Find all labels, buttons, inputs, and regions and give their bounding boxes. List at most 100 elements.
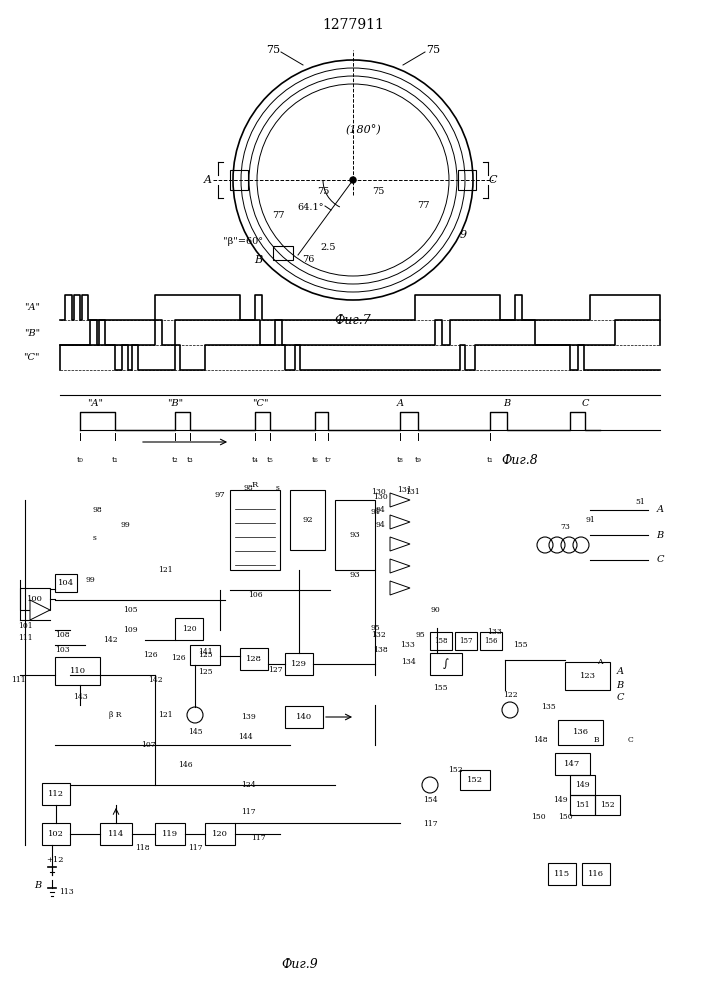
Text: 119: 119	[162, 830, 178, 838]
Text: 106: 106	[247, 591, 262, 599]
Text: +12: +12	[46, 856, 64, 864]
Polygon shape	[390, 515, 410, 529]
Text: 92: 92	[302, 516, 312, 524]
Bar	[480, 632, 502, 650]
Text: 77: 77	[271, 211, 284, 220]
Bar	[285, 653, 313, 675]
Bar	[42, 783, 70, 805]
Bar	[230, 170, 248, 190]
Bar	[230, 490, 280, 570]
Bar	[205, 823, 235, 845]
Text: 148: 148	[532, 736, 547, 744]
Text: 126: 126	[170, 654, 185, 662]
Bar	[548, 863, 576, 885]
Text: 154: 154	[423, 796, 438, 804]
Text: 111: 111	[18, 634, 33, 642]
Text: 125: 125	[198, 668, 212, 676]
Polygon shape	[390, 581, 410, 595]
Text: 115: 115	[554, 870, 570, 878]
Bar	[558, 720, 603, 745]
Text: 75: 75	[266, 45, 280, 55]
Text: A: A	[657, 506, 663, 514]
Text: 152: 152	[600, 801, 615, 809]
Text: 142: 142	[148, 676, 163, 684]
Bar	[175, 618, 203, 640]
Text: t₀: t₀	[76, 456, 83, 464]
Text: 94: 94	[370, 508, 380, 516]
Text: C: C	[627, 736, 633, 744]
Bar	[240, 648, 268, 670]
Text: 124: 124	[240, 781, 255, 789]
Text: 133: 133	[488, 628, 503, 636]
Text: 158: 158	[434, 637, 448, 645]
Bar	[190, 645, 220, 665]
Text: 130: 130	[373, 493, 387, 501]
Text: 75: 75	[426, 45, 440, 55]
Text: "A": "A"	[87, 399, 103, 408]
Polygon shape	[30, 600, 50, 620]
Text: 120: 120	[212, 830, 228, 838]
Text: 150: 150	[558, 813, 572, 821]
Text: 117: 117	[187, 844, 202, 852]
Text: 120: 120	[182, 625, 197, 633]
Text: 94: 94	[375, 506, 385, 514]
Text: 2.5: 2.5	[320, 243, 336, 252]
Text: 145: 145	[187, 728, 202, 736]
Text: 109: 109	[123, 626, 137, 634]
Text: 117: 117	[240, 808, 255, 816]
Text: Фиг.9: Фиг.9	[281, 958, 318, 972]
Text: Фиг.8: Фиг.8	[502, 454, 538, 466]
Text: C: C	[656, 556, 664, 564]
Bar	[55, 574, 77, 592]
Bar	[430, 632, 452, 650]
Text: "C": "C"	[252, 399, 268, 408]
Text: 131: 131	[404, 488, 419, 496]
Text: 9: 9	[460, 230, 467, 240]
Text: 117: 117	[251, 834, 265, 842]
Text: 128: 128	[246, 655, 262, 663]
Bar	[430, 653, 462, 675]
Bar	[555, 753, 590, 775]
Text: 95: 95	[415, 631, 425, 639]
Text: 110: 110	[69, 667, 86, 675]
Text: "B": "B"	[167, 399, 183, 408]
Text: 103: 103	[54, 646, 69, 654]
Text: 155: 155	[513, 641, 527, 649]
Text: 76: 76	[302, 255, 314, 264]
Text: t₂: t₂	[172, 456, 178, 464]
Text: 135: 135	[541, 703, 556, 711]
Bar	[582, 863, 610, 885]
Text: 102: 102	[48, 830, 64, 838]
Text: 147: 147	[564, 760, 580, 768]
Text: 116: 116	[588, 870, 604, 878]
Text: 93: 93	[350, 571, 361, 579]
Text: 131: 131	[397, 486, 412, 494]
Text: A: A	[397, 399, 404, 408]
Text: 97: 97	[214, 491, 225, 499]
Bar	[570, 775, 595, 795]
Text: B: B	[656, 530, 664, 540]
Text: 136: 136	[573, 728, 588, 736]
Text: 121: 121	[158, 711, 173, 719]
Text: 122: 122	[503, 691, 518, 699]
Text: 139: 139	[240, 713, 255, 721]
Text: 117: 117	[423, 820, 438, 828]
Circle shape	[350, 177, 356, 183]
Text: 138: 138	[373, 646, 387, 654]
Text: 129: 129	[291, 660, 307, 668]
Bar	[565, 662, 610, 690]
Text: 130: 130	[370, 488, 385, 496]
Text: t₅: t₅	[267, 456, 274, 464]
Text: C: C	[617, 694, 624, 702]
Text: 112: 112	[48, 790, 64, 798]
Text: t₇: t₇	[325, 456, 332, 464]
Bar	[458, 170, 476, 190]
Text: 113: 113	[59, 888, 74, 896]
Text: 132: 132	[370, 631, 385, 639]
Polygon shape	[390, 537, 410, 551]
Text: 150: 150	[531, 813, 545, 821]
Text: B: B	[254, 255, 262, 265]
Text: 77: 77	[416, 200, 429, 210]
Text: 94: 94	[375, 521, 385, 529]
Text: 114: 114	[108, 830, 124, 838]
